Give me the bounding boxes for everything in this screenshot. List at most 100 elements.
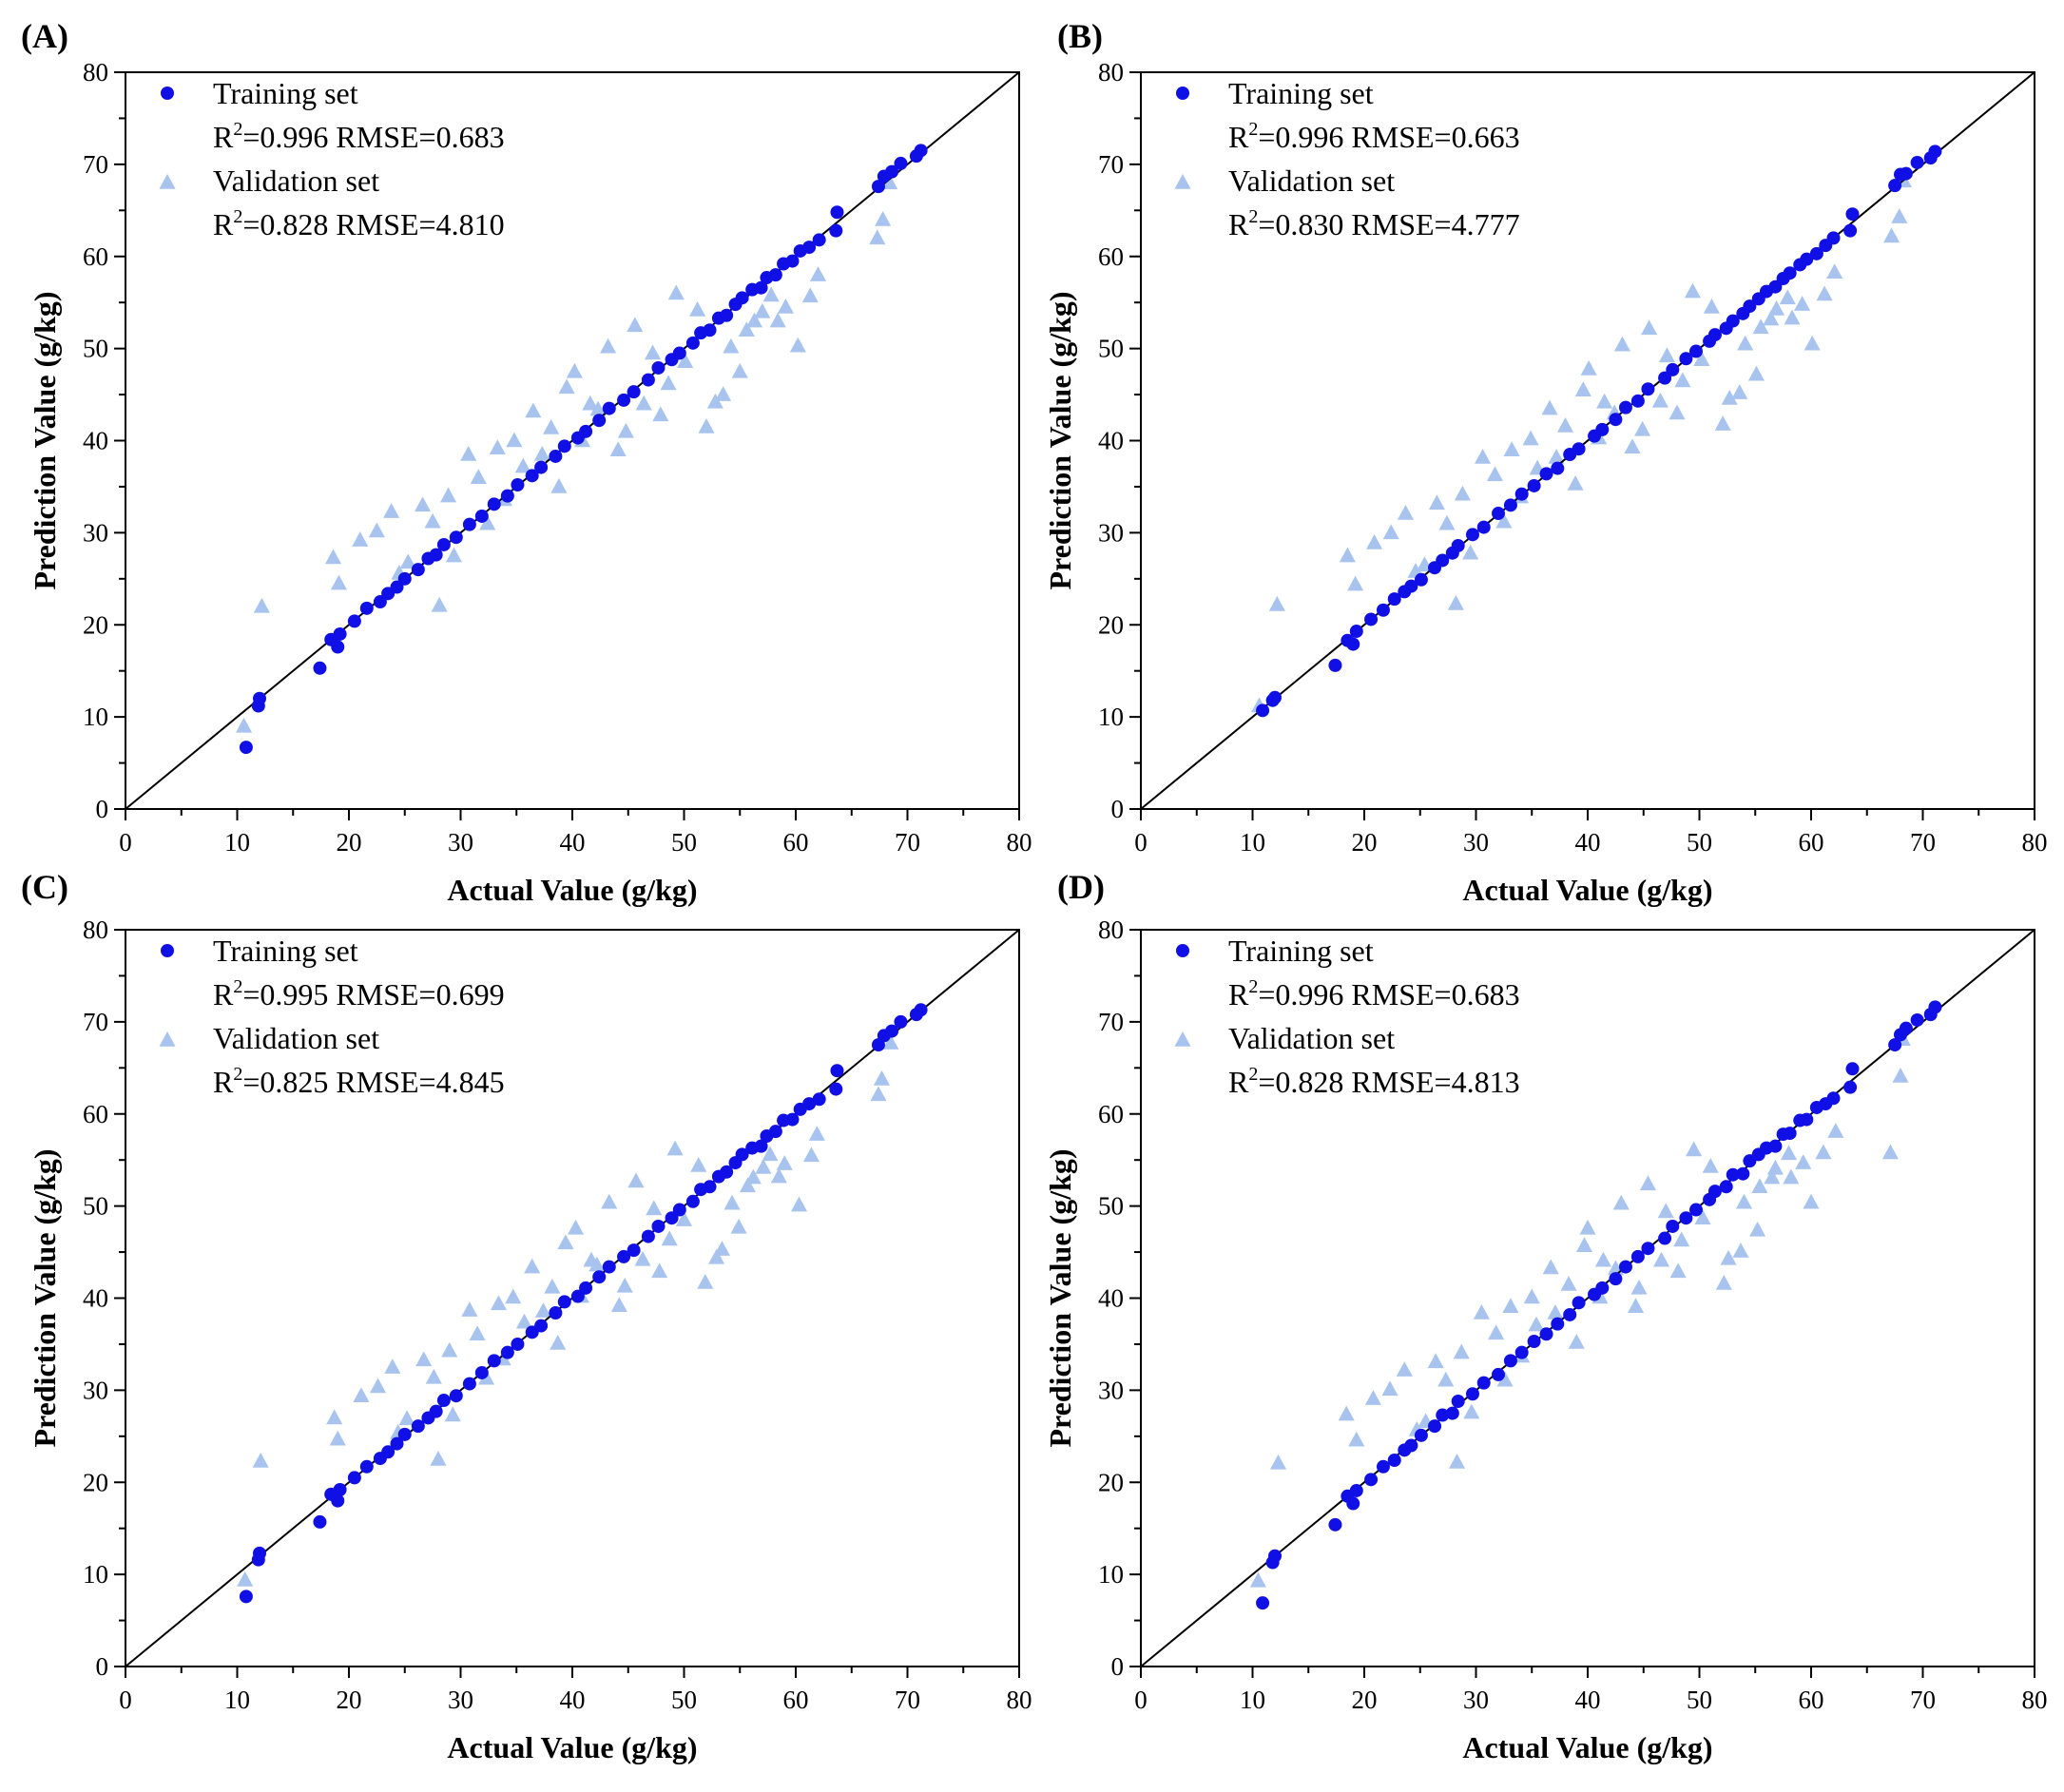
x-tick-label: 60 <box>1799 828 1824 857</box>
validation-point <box>776 1155 793 1170</box>
training-point <box>462 517 476 531</box>
training-point <box>449 530 463 545</box>
validation-point <box>1714 415 1731 431</box>
validation-point <box>808 1126 825 1141</box>
training-point <box>829 223 843 238</box>
training-point <box>1346 637 1360 651</box>
training-point <box>429 1404 443 1418</box>
validation-point <box>1503 441 1520 456</box>
legend-validation-marker <box>159 174 176 189</box>
training-point <box>500 1345 514 1359</box>
y-tick-label: 10 <box>83 703 108 731</box>
validation-point <box>1579 1219 1596 1235</box>
validation-point <box>1486 466 1504 482</box>
x-axis-label: Actual Value (g/kg) <box>447 1730 697 1764</box>
validation-point <box>601 1193 618 1209</box>
training-point <box>1256 703 1270 718</box>
training-point <box>436 537 451 551</box>
training-point <box>1618 400 1632 414</box>
training-point <box>397 1427 412 1441</box>
legend: Training set R2=0.996 RMSE=0.683 Validatio… <box>1174 934 1520 1099</box>
validation-point <box>723 337 740 354</box>
y-tick-label: 30 <box>1098 1376 1124 1404</box>
validation-point <box>1348 1431 1365 1447</box>
validation-point <box>1382 524 1399 540</box>
validation-point <box>882 1034 899 1050</box>
training-point <box>1465 528 1479 542</box>
validation-point <box>635 395 652 411</box>
validation-point <box>1502 1298 1519 1313</box>
panel-label: (A) <box>21 17 68 55</box>
validation-point <box>325 549 342 565</box>
y-tick-label: 30 <box>83 1376 108 1404</box>
validation-point <box>489 439 506 454</box>
x-tick-label: 70 <box>895 1686 920 1714</box>
validation-point <box>1627 1298 1645 1313</box>
training-point <box>1845 207 1860 222</box>
legend-validation-label: Validation set <box>213 1021 379 1055</box>
legend-training-stats: R2=0.996 RMSE=0.683 <box>213 119 505 154</box>
validation-point <box>609 441 627 456</box>
validation-point <box>881 174 898 189</box>
training-point <box>557 439 571 453</box>
training-point <box>511 1337 525 1351</box>
validation-point <box>873 1069 891 1086</box>
validation-point <box>713 1241 730 1256</box>
legend-training-label: Training set <box>1228 934 1374 968</box>
validation-point <box>1891 208 1908 223</box>
validation-point <box>329 1430 346 1446</box>
validation-point <box>708 1248 725 1264</box>
validation-point <box>769 312 786 328</box>
y-tick-label: 10 <box>83 1560 108 1589</box>
validation-point <box>1473 1304 1490 1320</box>
validation-point <box>1427 1353 1444 1369</box>
panel-label: (C) <box>21 868 68 906</box>
validation-point <box>566 362 583 378</box>
training-point <box>429 548 443 562</box>
validation-point <box>1735 1193 1753 1209</box>
training-point <box>1404 579 1418 593</box>
training-point <box>511 478 525 491</box>
validation-point <box>610 1297 627 1312</box>
validation-point <box>1751 1178 1768 1194</box>
validation-point <box>1560 1275 1577 1291</box>
training-point <box>487 497 501 511</box>
validation-point <box>1815 1144 1832 1160</box>
validation-point <box>550 477 568 493</box>
training-point <box>1768 1139 1783 1153</box>
legend-training-marker <box>1176 87 1189 100</box>
validation-point <box>543 418 560 434</box>
training-point <box>720 308 734 322</box>
training-point <box>1679 1211 1693 1225</box>
validation-point <box>431 596 448 612</box>
x-axis-label: Actual Value (g/kg) <box>1462 1730 1712 1764</box>
validation-point <box>790 1196 808 1212</box>
y-tick-label: 70 <box>83 1008 108 1036</box>
x-tick-label: 50 <box>1687 828 1712 857</box>
x-tick-label: 40 <box>1575 1686 1601 1714</box>
x-tick-label: 10 <box>224 1686 250 1714</box>
y-tick-label: 80 <box>83 915 108 944</box>
validation-point <box>589 400 607 416</box>
validation-point <box>582 395 599 411</box>
training-point <box>1783 1127 1797 1141</box>
validation-point <box>1779 289 1796 305</box>
validation-point <box>440 487 457 503</box>
y-tick-label: 20 <box>83 610 108 639</box>
training-point <box>1265 1555 1280 1570</box>
training-point <box>627 385 641 399</box>
validation-point <box>424 512 441 529</box>
legend-training-marker <box>1176 944 1189 957</box>
validation-point <box>1892 1068 1909 1083</box>
validation-point <box>1475 448 1492 464</box>
validation-point <box>353 1387 370 1402</box>
validation-point <box>738 321 755 337</box>
training-point <box>885 164 899 179</box>
validation-point <box>1693 351 1710 366</box>
validation-point <box>1674 372 1691 388</box>
training-point <box>1445 1406 1459 1420</box>
training-point <box>1679 352 1693 366</box>
training-point <box>754 280 768 295</box>
training-point <box>1503 498 1517 512</box>
y-axis-label: Prediction Value (g/kg) <box>1043 291 1077 589</box>
